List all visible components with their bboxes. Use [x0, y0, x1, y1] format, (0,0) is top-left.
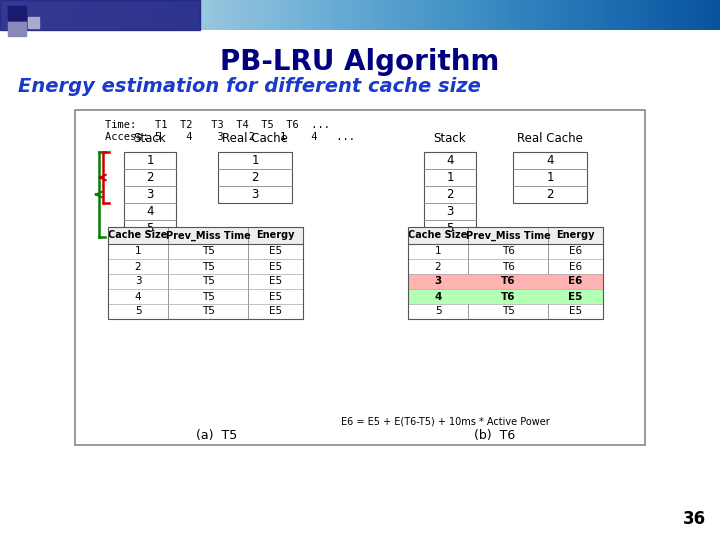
Text: T5: T5 — [202, 292, 215, 301]
Text: Energy estimation for different cache size: Energy estimation for different cache si… — [18, 78, 481, 97]
Text: E5: E5 — [568, 292, 582, 301]
Text: Prev_Miss Time: Prev_Miss Time — [466, 231, 550, 241]
Text: E6 = E5 + E(T6-T5) + 10ms * Active Power: E6 = E5 + E(T6-T5) + 10ms * Active Power — [341, 416, 549, 426]
Bar — [218, 152, 292, 203]
Text: T6: T6 — [502, 261, 514, 272]
Text: 3: 3 — [434, 276, 441, 287]
Text: 3: 3 — [146, 188, 153, 201]
Text: (a)  T5: (a) T5 — [197, 429, 238, 442]
Text: 5: 5 — [146, 222, 153, 235]
Text: T5: T5 — [202, 276, 215, 287]
Bar — [0, 0, 200, 30]
Text: 3: 3 — [251, 188, 258, 201]
Text: E6: E6 — [568, 276, 582, 287]
Bar — [124, 152, 176, 237]
Text: Energy: Energy — [256, 231, 294, 240]
Bar — [408, 227, 603, 319]
Text: E5: E5 — [269, 246, 282, 256]
Bar — [408, 289, 603, 304]
Bar — [424, 152, 476, 237]
Text: E5: E5 — [269, 261, 282, 272]
Bar — [8, 6, 26, 20]
Text: 2: 2 — [251, 171, 258, 184]
Text: 4: 4 — [434, 292, 441, 301]
Text: Access: 5    4    3    2    1    4   ...: Access: 5 4 3 2 1 4 ... — [105, 132, 355, 142]
Text: 5: 5 — [446, 222, 454, 235]
Text: T6: T6 — [500, 276, 516, 287]
Text: 1: 1 — [146, 154, 154, 167]
Bar — [513, 152, 587, 203]
Bar — [108, 227, 303, 319]
Text: Stack: Stack — [433, 132, 467, 145]
Text: E5: E5 — [269, 276, 282, 287]
Text: 5: 5 — [435, 307, 441, 316]
Text: 5: 5 — [135, 307, 141, 316]
Text: 1: 1 — [251, 154, 258, 167]
Bar — [408, 274, 603, 289]
Text: Prev_Miss Time: Prev_Miss Time — [166, 231, 251, 241]
Text: 4: 4 — [146, 205, 154, 218]
Text: T5: T5 — [202, 307, 215, 316]
Text: Cache Size: Cache Size — [408, 231, 468, 240]
Text: Energy: Energy — [557, 231, 595, 240]
Text: (b)  T6: (b) T6 — [474, 429, 516, 442]
Text: T5: T5 — [202, 246, 215, 256]
Bar — [108, 227, 303, 244]
Text: 1: 1 — [135, 246, 141, 256]
Text: Stack: Stack — [134, 132, 166, 145]
Text: Cache Size: Cache Size — [108, 231, 168, 240]
Text: 2: 2 — [446, 188, 454, 201]
Text: 3: 3 — [446, 205, 454, 218]
Bar — [408, 227, 603, 244]
Text: 3: 3 — [135, 276, 141, 287]
Text: T5: T5 — [202, 261, 215, 272]
Text: PB-LRU Algorithm: PB-LRU Algorithm — [220, 48, 500, 76]
Bar — [8, 22, 26, 36]
Text: 2: 2 — [146, 171, 154, 184]
Text: 36: 36 — [683, 510, 706, 528]
Text: Real Cache: Real Cache — [222, 132, 288, 145]
Text: E5: E5 — [269, 307, 282, 316]
Text: 1: 1 — [546, 171, 554, 184]
Text: T6: T6 — [500, 292, 516, 301]
Text: 2: 2 — [135, 261, 141, 272]
Text: 1: 1 — [446, 171, 454, 184]
Text: 2: 2 — [435, 261, 441, 272]
Text: E6: E6 — [569, 261, 582, 272]
Text: 4: 4 — [135, 292, 141, 301]
Text: 2: 2 — [546, 188, 554, 201]
Text: T5: T5 — [502, 307, 514, 316]
Text: T6: T6 — [502, 246, 514, 256]
Text: 1: 1 — [435, 246, 441, 256]
Text: Time:   T1  T2   T3  T4  T5  T6  ...: Time: T1 T2 T3 T4 T5 T6 ... — [105, 120, 330, 130]
Bar — [28, 17, 39, 28]
Text: E5: E5 — [569, 307, 582, 316]
Text: 4: 4 — [446, 154, 454, 167]
Text: Real Cache: Real Cache — [517, 132, 583, 145]
Text: E5: E5 — [269, 292, 282, 301]
Bar — [75, 110, 645, 445]
Text: 4: 4 — [546, 154, 554, 167]
Text: E6: E6 — [569, 246, 582, 256]
